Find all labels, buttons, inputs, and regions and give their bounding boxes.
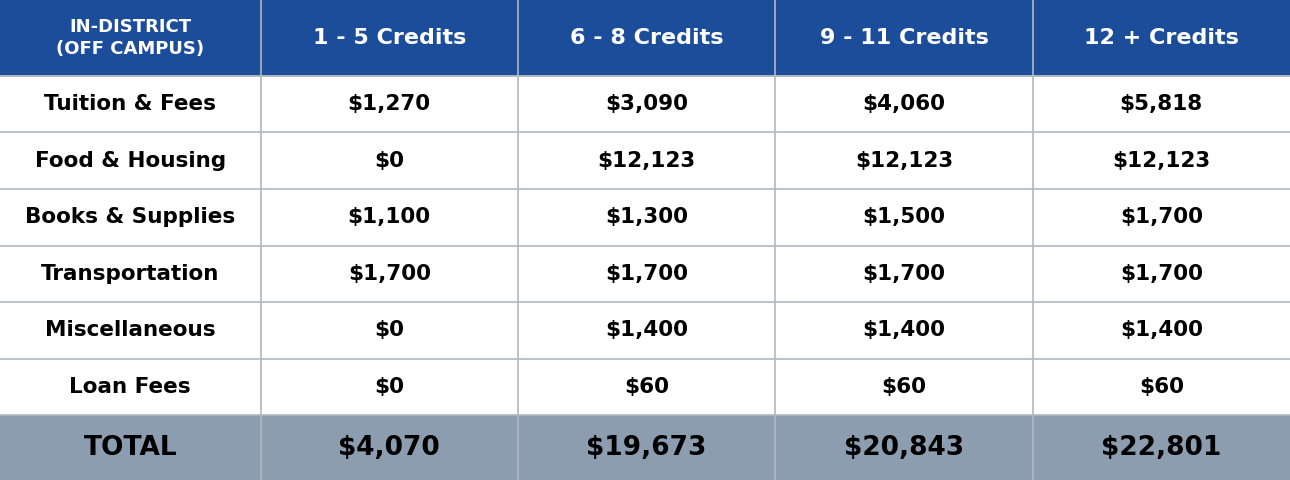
Text: $12,123: $12,123 [855,151,953,171]
Text: $1,270: $1,270 [348,94,431,114]
Bar [1032,302,1290,359]
Text: Transportation: Transportation [41,264,219,284]
Text: 9 - 11 Credits: 9 - 11 Credits [819,28,988,48]
Text: $0: $0 [374,151,404,171]
Text: $4,060: $4,060 [863,94,946,114]
Text: $1,500: $1,500 [863,207,946,227]
Bar [0,302,261,359]
Bar [261,132,519,189]
Bar [775,189,1032,246]
Bar [775,415,1032,480]
Text: $1,400: $1,400 [1120,320,1202,340]
Text: $1,700: $1,700 [1120,207,1202,227]
Text: $1,700: $1,700 [863,264,946,284]
Bar [519,246,775,302]
Text: $1,100: $1,100 [348,207,431,227]
Bar [519,415,775,480]
Bar [1032,415,1290,480]
Text: $1,700: $1,700 [605,264,688,284]
Bar [519,359,775,415]
Bar [261,359,519,415]
Text: $60: $60 [881,377,926,397]
Text: $3,090: $3,090 [605,94,688,114]
Text: $1,700: $1,700 [1120,264,1202,284]
Bar [519,189,775,246]
Text: 1 - 5 Credits: 1 - 5 Credits [312,28,466,48]
Bar [775,359,1032,415]
Text: $0: $0 [374,377,404,397]
Bar [0,0,261,76]
Bar [519,0,775,76]
Text: 6 - 8 Credits: 6 - 8 Credits [570,28,724,48]
Text: $0: $0 [374,320,404,340]
Text: $1,300: $1,300 [605,207,688,227]
Bar [775,132,1032,189]
Bar [519,76,775,132]
Text: $5,818: $5,818 [1120,94,1204,114]
Bar [775,76,1032,132]
Text: $12,123: $12,123 [597,151,695,171]
Bar [1032,189,1290,246]
Text: 12 + Credits: 12 + Credits [1084,28,1238,48]
Bar [1032,0,1290,76]
Text: $22,801: $22,801 [1102,434,1222,461]
Text: $60: $60 [624,377,670,397]
Bar [0,246,261,302]
Bar [775,0,1032,76]
Text: Miscellaneous: Miscellaneous [45,320,215,340]
Bar [0,132,261,189]
Text: $1,400: $1,400 [863,320,946,340]
Bar [261,302,519,359]
Text: $12,123: $12,123 [1112,151,1210,171]
Bar [261,76,519,132]
Bar [0,76,261,132]
Text: Books & Supplies: Books & Supplies [26,207,235,227]
Bar [1032,132,1290,189]
Bar [1032,76,1290,132]
Text: IN-DISTRICT
(OFF CAMPUS): IN-DISTRICT (OFF CAMPUS) [57,18,204,58]
Text: $1,400: $1,400 [605,320,688,340]
Text: $1,700: $1,700 [348,264,431,284]
Bar [261,0,519,76]
Bar [0,189,261,246]
Text: Loan Fees: Loan Fees [70,377,191,397]
Bar [261,246,519,302]
Bar [519,132,775,189]
Text: Food & Housing: Food & Housing [35,151,226,171]
Text: $4,070: $4,070 [338,434,440,461]
Bar [1032,246,1290,302]
Bar [261,415,519,480]
Text: Tuition & Fees: Tuition & Fees [44,94,217,114]
Bar [1032,359,1290,415]
Text: $19,673: $19,673 [587,434,707,461]
Bar [0,359,261,415]
Text: $60: $60 [1139,377,1184,397]
Bar [775,302,1032,359]
Bar [775,246,1032,302]
Bar [261,189,519,246]
Bar [519,302,775,359]
Text: $20,843: $20,843 [844,434,964,461]
Bar [0,415,261,480]
Text: TOTAL: TOTAL [84,434,177,461]
